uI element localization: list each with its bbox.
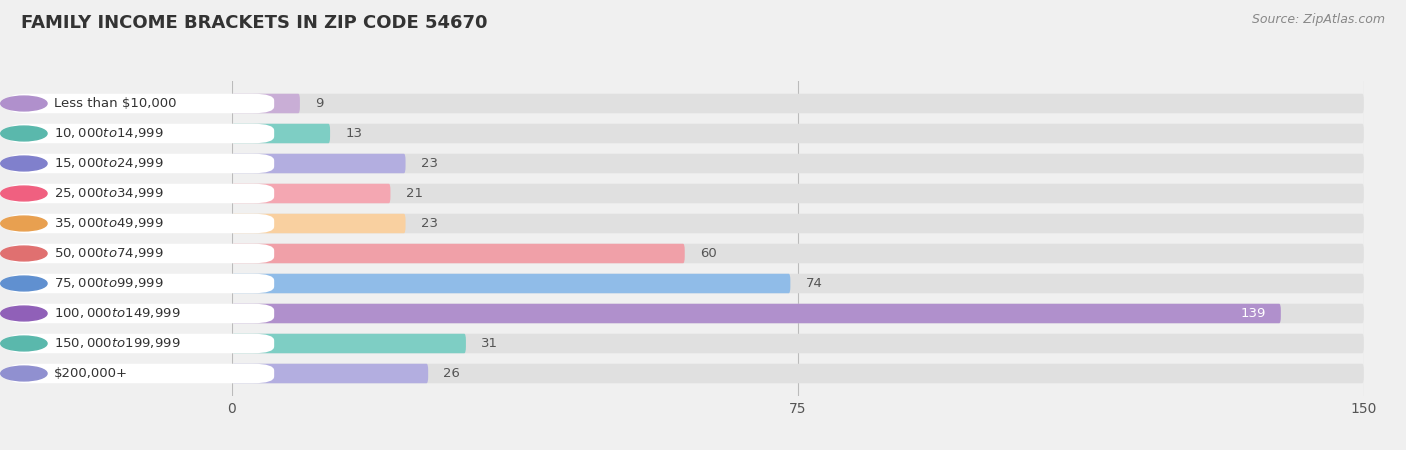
FancyBboxPatch shape <box>232 244 685 263</box>
Text: Source: ZipAtlas.com: Source: ZipAtlas.com <box>1251 14 1385 27</box>
Text: 13: 13 <box>346 127 363 140</box>
FancyBboxPatch shape <box>232 124 330 143</box>
FancyBboxPatch shape <box>232 304 1281 323</box>
FancyBboxPatch shape <box>232 214 405 233</box>
FancyBboxPatch shape <box>232 334 1364 353</box>
FancyBboxPatch shape <box>232 364 429 383</box>
FancyBboxPatch shape <box>232 154 1364 173</box>
FancyBboxPatch shape <box>232 334 465 353</box>
FancyBboxPatch shape <box>232 184 1364 203</box>
FancyBboxPatch shape <box>232 94 299 113</box>
Text: 23: 23 <box>420 217 437 230</box>
FancyBboxPatch shape <box>232 184 391 203</box>
Text: $50,000 to $74,999: $50,000 to $74,999 <box>53 247 163 261</box>
Text: $100,000 to $149,999: $100,000 to $149,999 <box>53 306 180 320</box>
Text: 23: 23 <box>420 157 437 170</box>
FancyBboxPatch shape <box>232 274 1364 293</box>
Text: $25,000 to $34,999: $25,000 to $34,999 <box>53 186 163 201</box>
FancyBboxPatch shape <box>232 94 1364 113</box>
Text: Less than $10,000: Less than $10,000 <box>53 97 177 110</box>
Text: 21: 21 <box>405 187 423 200</box>
FancyBboxPatch shape <box>232 214 1364 233</box>
Text: 139: 139 <box>1240 307 1265 320</box>
Text: $200,000+: $200,000+ <box>53 367 128 380</box>
FancyBboxPatch shape <box>232 124 1364 143</box>
Text: $15,000 to $24,999: $15,000 to $24,999 <box>53 157 163 171</box>
Text: $150,000 to $199,999: $150,000 to $199,999 <box>53 337 180 351</box>
Text: 31: 31 <box>481 337 498 350</box>
FancyBboxPatch shape <box>232 154 405 173</box>
FancyBboxPatch shape <box>232 364 1364 383</box>
FancyBboxPatch shape <box>232 274 790 293</box>
Text: 9: 9 <box>315 97 323 110</box>
Text: 26: 26 <box>443 367 460 380</box>
Text: $75,000 to $99,999: $75,000 to $99,999 <box>53 276 163 291</box>
FancyBboxPatch shape <box>232 304 1364 323</box>
Text: FAMILY INCOME BRACKETS IN ZIP CODE 54670: FAMILY INCOME BRACKETS IN ZIP CODE 54670 <box>21 14 488 32</box>
Text: $10,000 to $14,999: $10,000 to $14,999 <box>53 126 163 140</box>
Text: $35,000 to $49,999: $35,000 to $49,999 <box>53 216 163 230</box>
FancyBboxPatch shape <box>232 244 1364 263</box>
Text: 74: 74 <box>806 277 823 290</box>
Text: 60: 60 <box>700 247 717 260</box>
